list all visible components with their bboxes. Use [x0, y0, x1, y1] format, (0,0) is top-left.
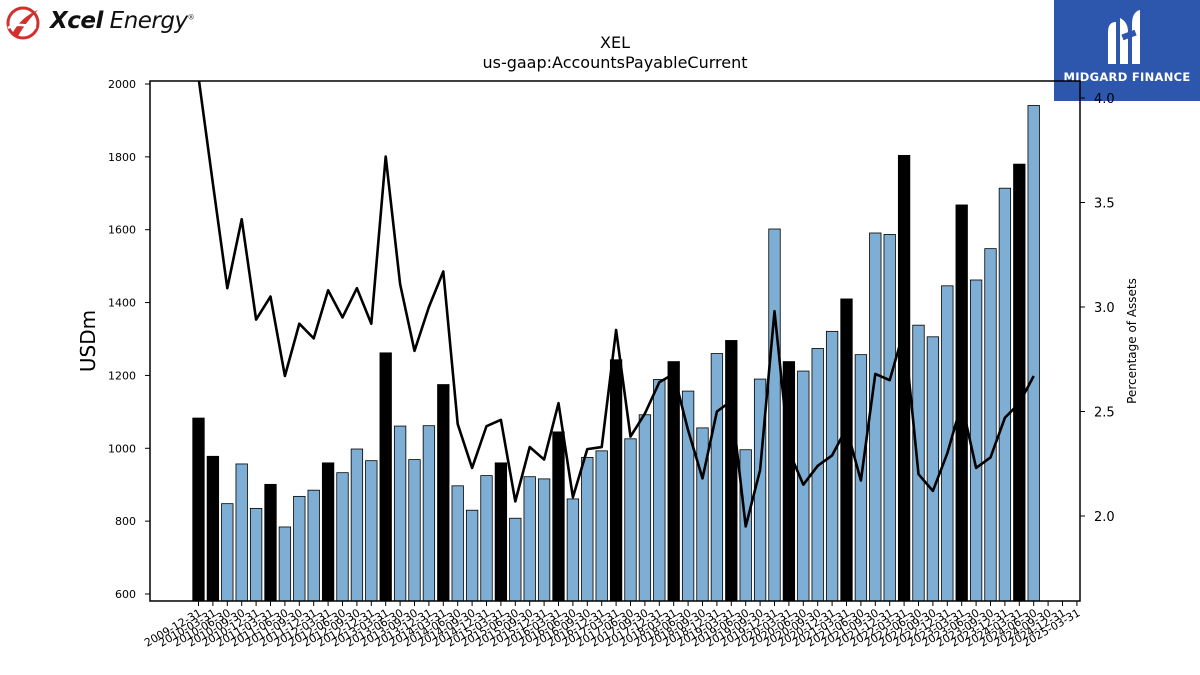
- bar-2012-03-31: [321, 462, 335, 602]
- bar-2016-09-30: [581, 456, 594, 602]
- y2-axis-label: Percentage of Assets: [1125, 278, 1139, 404]
- midgard-finance-logo: MIDGARD FINANCE: [1054, 0, 1200, 101]
- y-tick-label: 1000: [108, 442, 136, 455]
- xcel-flame-icon: [6, 6, 40, 40]
- midgard-m-icon: [1108, 10, 1140, 64]
- bar-2011-06-30: [278, 526, 292, 602]
- bar-2018-12-31: [710, 353, 724, 602]
- bar-2009-12-31: [192, 417, 205, 602]
- bar-2021-03-31: [840, 298, 853, 602]
- xcel-energy-wordmark: Xcel Energy®: [50, 8, 195, 34]
- percentage-of-assets-line: [197, 81, 1035, 528]
- y-tick-label: 600: [115, 588, 136, 601]
- bar-2014-12-31: [480, 475, 493, 602]
- y-axis-label: USDm: [76, 310, 100, 372]
- bar-2023-09-30: [984, 248, 997, 602]
- y2-tick-label: 3.5: [1094, 197, 1115, 212]
- bar-2011-09-30: [293, 495, 306, 602]
- x-axis: 2009-12-312010-03-312010-06-302010-09-30…: [142, 601, 1082, 650]
- y2-tick-label: 2.0: [1094, 510, 1115, 525]
- bar-2010-12-31: [249, 507, 263, 602]
- bar-2013-12-31: [422, 425, 436, 602]
- bar-2017-06-30: [624, 438, 637, 602]
- bar-2023-06-30: [969, 279, 983, 602]
- bar-2021-09-30: [869, 232, 882, 602]
- bar-2011-12-31: [307, 489, 320, 602]
- bar-2019-12-31: [768, 228, 781, 602]
- bar-2011-03-31: [264, 483, 277, 602]
- bar-2015-06-30: [509, 517, 522, 602]
- bar-2013-09-30: [408, 459, 421, 602]
- y-axis-right: 2.0 2.5 3.0 3.5 4.0: [1080, 92, 1115, 525]
- bar-2016-06-30: [566, 498, 580, 602]
- y-tick-label: 800: [115, 515, 136, 528]
- bar-2010-09-30: [235, 463, 248, 602]
- bar-2013-06-30: [393, 425, 407, 602]
- bar-2013-03-31: [379, 352, 392, 602]
- bar-2023-12-31: [998, 187, 1012, 602]
- y2-tick-label: 4.0: [1094, 92, 1115, 107]
- chart-subtitle: us-gaap:AccountsPayableCurrent: [482, 53, 747, 72]
- bar-2016-03-31: [552, 431, 565, 602]
- bar-2015-12-31: [537, 478, 551, 602]
- bar-2020-06-30: [797, 370, 810, 602]
- bar-2012-06-30: [336, 472, 349, 602]
- y-tick-label: 1800: [108, 151, 136, 164]
- bar-2019-03-31: [725, 340, 738, 602]
- bar-2018-03-31: [667, 361, 680, 602]
- plot-frame: [149, 80, 1081, 602]
- y-tick-label: 1200: [108, 369, 136, 382]
- midgard-finance-wordmark: MIDGARD FINANCE: [1063, 70, 1191, 84]
- y2-tick-label: 3.0: [1094, 301, 1115, 316]
- chart-title: XEL: [600, 33, 630, 52]
- xcel-energy-logo: Xcel Energy®: [4, 4, 195, 42]
- bar-2015-03-31: [494, 462, 508, 602]
- bar-2012-09-30: [350, 448, 364, 602]
- bar-2017-12-31: [653, 379, 666, 602]
- y-tick-label: 2000: [108, 78, 136, 91]
- bar-2022-09-30: [926, 336, 940, 602]
- bar-2010-06-30: [221, 503, 234, 602]
- bar-2014-03-31: [437, 384, 450, 602]
- bar-2014-06-30: [451, 485, 464, 602]
- y2-tick-label: 2.5: [1094, 406, 1115, 421]
- bar-series: [192, 105, 1040, 602]
- bar-2012-12-31: [365, 460, 378, 602]
- y-axis-left: 600 800 1000 1200 1400 1600 1800 2000: [108, 78, 150, 601]
- bar-2018-06-30: [681, 390, 695, 602]
- bar-2020-03-31: [782, 361, 796, 602]
- bar-2016-12-31: [595, 450, 608, 602]
- bar-2021-12-31: [883, 234, 896, 602]
- bar-2020-09-30: [811, 348, 824, 602]
- y-tick-label: 1600: [108, 224, 136, 237]
- bar-2015-09-30: [523, 476, 536, 602]
- bar-2024-03-31: [1013, 163, 1026, 602]
- y-tick-label: 1400: [108, 297, 136, 310]
- bar-2014-09-30: [465, 509, 479, 602]
- bar-2010-03-31: [206, 455, 220, 602]
- bar-2017-03-31: [609, 359, 623, 602]
- bar-2017-09-30: [638, 414, 652, 602]
- bar-2024-06-30: [1027, 105, 1040, 602]
- bar-2020-12-31: [825, 330, 839, 602]
- line-series: [197, 81, 1035, 528]
